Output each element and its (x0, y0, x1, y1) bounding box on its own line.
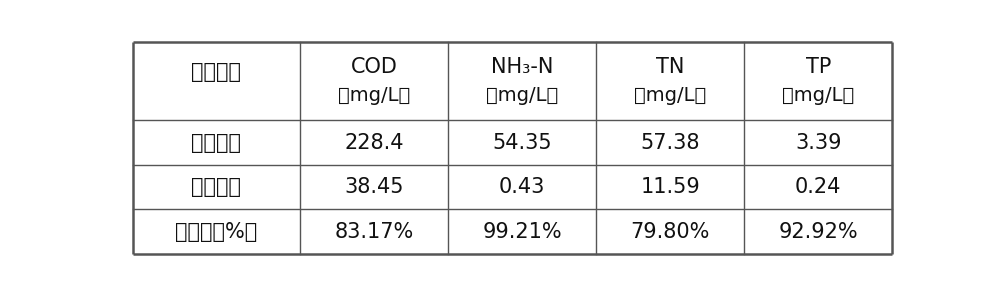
Text: 进水水质: 进水水质 (191, 133, 241, 153)
Text: 3.39: 3.39 (795, 133, 841, 153)
Text: 83.17%: 83.17% (334, 222, 414, 242)
Text: （mg/L）: （mg/L） (338, 86, 410, 105)
Text: 出水水质: 出水水质 (191, 177, 241, 197)
Text: （mg/L）: （mg/L） (782, 86, 854, 105)
Text: 38.45: 38.45 (344, 177, 404, 197)
Text: TP: TP (806, 57, 831, 77)
Text: NH₃-N: NH₃-N (491, 57, 553, 77)
Text: COD: COD (350, 57, 397, 77)
Text: 228.4: 228.4 (344, 133, 404, 153)
Text: 54.35: 54.35 (492, 133, 552, 153)
Text: 0.43: 0.43 (499, 177, 545, 197)
Text: （mg/L）: （mg/L） (486, 86, 558, 105)
Text: 11.59: 11.59 (640, 177, 700, 197)
Text: TN: TN (656, 57, 684, 77)
Text: 79.80%: 79.80% (630, 222, 710, 242)
Text: 57.38: 57.38 (640, 133, 700, 153)
Text: 0.24: 0.24 (795, 177, 841, 197)
Text: 项目名称: 项目名称 (191, 62, 241, 82)
Text: （mg/L）: （mg/L） (634, 86, 706, 105)
Text: 去除率（%）: 去除率（%） (175, 222, 257, 242)
Text: 99.21%: 99.21% (482, 222, 562, 242)
Text: 92.92%: 92.92% (778, 222, 858, 242)
